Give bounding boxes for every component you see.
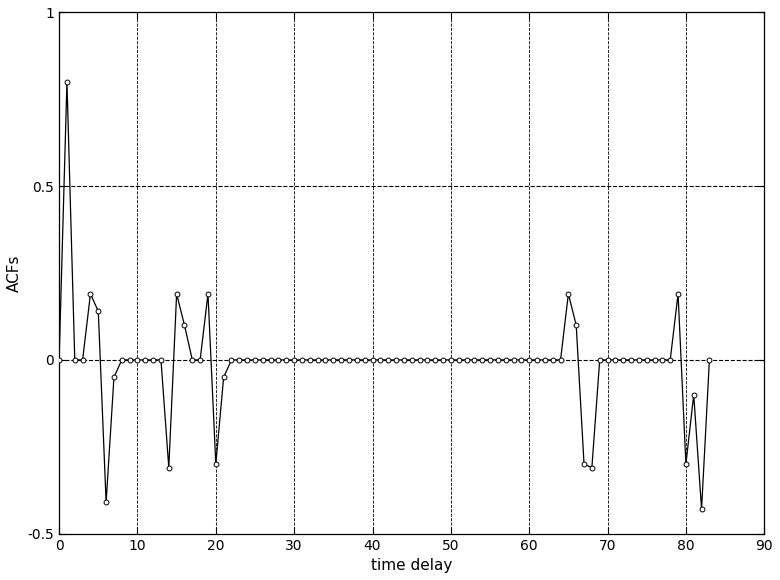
Y-axis label: ACFs: ACFs	[7, 254, 22, 292]
X-axis label: time delay: time delay	[371, 558, 452, 573]
